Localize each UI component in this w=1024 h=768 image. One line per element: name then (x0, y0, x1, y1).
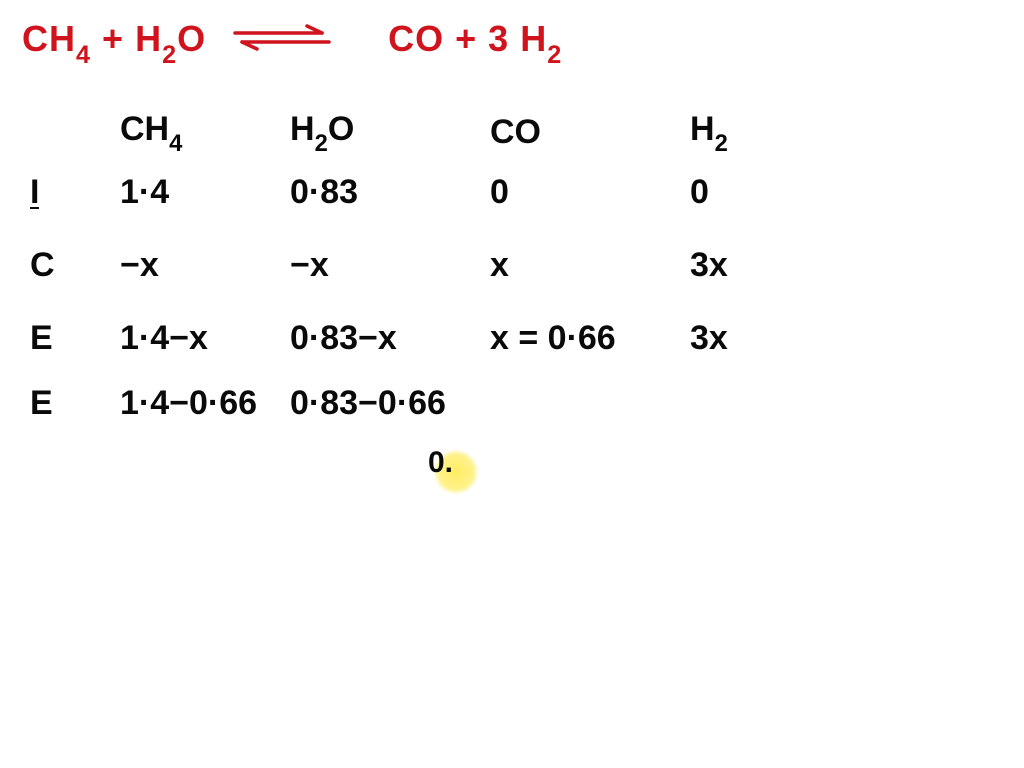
table-header-row: CH4 H2O CO H2 (30, 110, 850, 155)
eq-plus: + (102, 18, 135, 59)
eq-text: H (520, 18, 547, 59)
ice-table: CH4 H2O CO H2 I 1·4 0·83 0 0 C −x −x x (30, 110, 850, 423)
cell: 1·4 (120, 173, 290, 212)
eq-lhs-h2o: H2O (135, 18, 217, 59)
eq-text: H (135, 18, 162, 59)
table-row-initial: I 1·4 0·83 0 0 (30, 173, 850, 212)
col-header-co: CO (490, 113, 690, 152)
table-row-equilibrium-sub: E 1·4−0·66 0·83−0·66 (30, 384, 850, 423)
cell: 0·83−x (290, 319, 490, 358)
row-label-e: E (30, 319, 90, 358)
eq-text: CH (22, 18, 76, 59)
header-sub: 2 (715, 130, 728, 157)
header-text: CH (120, 110, 169, 148)
whiteboard-page: CH4 + H2O CO + 3 H2 CH4 (0, 0, 1024, 768)
eq-rhs-h2: H2 (520, 18, 562, 59)
equilibrium-arrow-icon (227, 20, 337, 63)
chemical-equation: CH4 + H2O CO + 3 H2 (22, 18, 562, 66)
in-progress-text: 0. (428, 446, 453, 480)
cell: 0·83 (290, 173, 490, 212)
row-label-e2: E (30, 384, 90, 423)
cell: 3x (690, 319, 850, 358)
cell: −x (290, 246, 490, 285)
header-text: O (328, 110, 354, 148)
table-row-change: C −x −x x 3x (30, 246, 850, 285)
cell: −x (120, 246, 290, 285)
header-text: H (690, 110, 715, 148)
cell: 1·4−0·66 (120, 384, 290, 423)
header-sub: 4 (169, 130, 182, 157)
eq-sub: 4 (76, 41, 91, 69)
row-label-text: I (30, 177, 39, 210)
col-header-ch4: CH4 (120, 110, 290, 155)
cell: 0 (690, 173, 850, 212)
header-text: CO (490, 113, 541, 151)
eq-sub: 2 (547, 41, 562, 69)
eq-lhs-ch4: CH4 (22, 18, 102, 59)
cell: x = 0·66 (490, 319, 690, 358)
row-label-c: C (30, 246, 90, 285)
eq-sub: 2 (162, 41, 177, 69)
col-header-h2o: H2O (290, 110, 490, 155)
cell: 3x (690, 246, 850, 285)
cell: x (490, 246, 690, 285)
cell: 0 (490, 173, 690, 212)
eq-text: O (177, 18, 206, 59)
header-text: H (290, 110, 315, 148)
table-row-equilibrium: E 1·4−x 0·83−x x = 0·66 3x (30, 319, 850, 358)
row-label-i: I (30, 173, 90, 212)
col-header-h2: H2 (690, 110, 850, 155)
cell: 1·4−x (120, 319, 290, 358)
eq-rhs-co: CO (388, 18, 444, 59)
header-sub: 2 (315, 130, 328, 157)
eq-plus: + 3 (455, 18, 509, 59)
cell: 0·83−0·66 (290, 384, 490, 423)
